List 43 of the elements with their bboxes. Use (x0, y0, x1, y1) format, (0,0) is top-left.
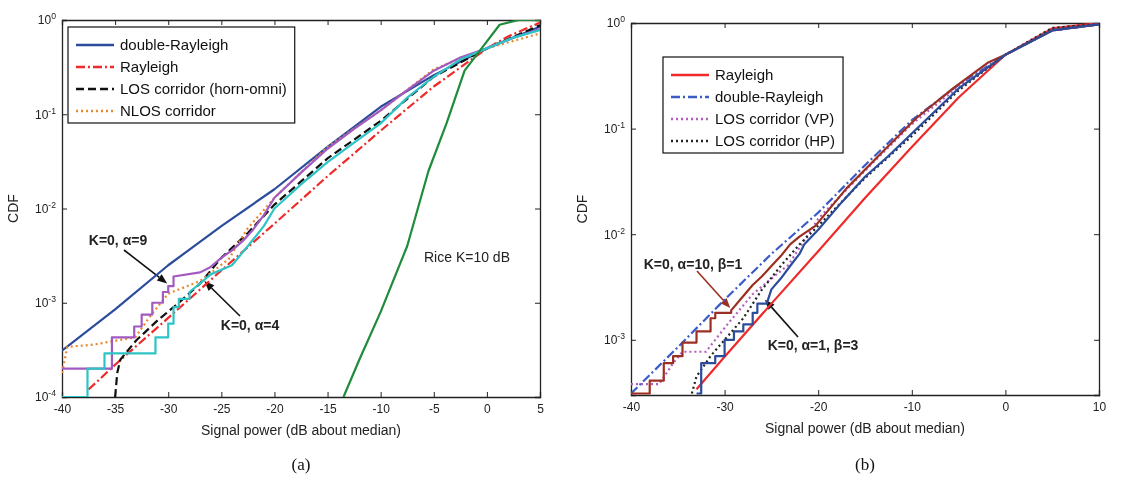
x-axis-title: Signal power (dB about median) (200, 422, 402, 438)
x-tick-label: 10 (1092, 399, 1107, 414)
x-tick-label: -20 (810, 399, 828, 414)
y-tick-label: 10$^{0}$ (606, 14, 626, 31)
y-tick-label: 10$^{-1}$ (603, 119, 626, 136)
y-axis-title: CDF (5, 194, 21, 223)
x-tick-label: -25 (213, 401, 231, 416)
legend-label: Rayleigh (120, 58, 179, 75)
x-tick-label: 0 (484, 401, 492, 416)
x-tick-label: 5 (537, 401, 545, 416)
text: (b) (855, 455, 875, 474)
x-tick-label: -30 (716, 399, 735, 414)
y-tick-label: 10$^{-2}$ (34, 199, 57, 216)
text: (a) (291, 455, 311, 474)
legend-label: NLOS corridor (120, 102, 216, 119)
annotation: K=0, α=1, β=3 (767, 337, 859, 353)
annotation: K=0, α=4 (220, 317, 280, 333)
y-tick-label: 10$^{-1}$ (34, 105, 57, 122)
y-tick-label: 10$^{-3}$ (34, 294, 57, 311)
x-tick-label: -30 (160, 401, 178, 416)
legend-label: Rayleigh (715, 66, 774, 83)
x-tick-label: -40 (622, 399, 641, 414)
x-tick-label: -20 (266, 401, 284, 416)
annotation: K=0, α=10, β=1 (643, 256, 743, 272)
y-tick-label: 10$^{-3}$ (603, 331, 626, 348)
x-tick-label: 0 (1002, 399, 1010, 414)
annotation: Rice K=10 dB (424, 249, 510, 265)
x-tick-label: -35 (106, 401, 125, 416)
line-series (342, 20, 540, 397)
y-tick-label: 10$^{0}$ (37, 11, 57, 28)
x-tick-label: -10 (903, 399, 922, 414)
annotation: K=0, α=9 (88, 232, 148, 248)
y-tick-label: 10$^{-2}$ (603, 225, 626, 242)
legend-label: double-Rayleigh (715, 88, 824, 105)
legend-label: LOS corridor (VP) (715, 110, 835, 127)
x-axis-title: Signal power (dB about median) (764, 420, 966, 436)
legend-label: LOS corridor (horn-omni) (120, 80, 287, 97)
legend-label: LOS corridor (HP) (715, 132, 836, 149)
x-tick-label: -5 (428, 401, 440, 416)
y-axis-title: CDF (574, 194, 590, 224)
x-tick-label: -10 (372, 401, 391, 416)
x-tick-label: -15 (319, 401, 338, 416)
legend-label: double-Rayleigh (120, 36, 229, 53)
